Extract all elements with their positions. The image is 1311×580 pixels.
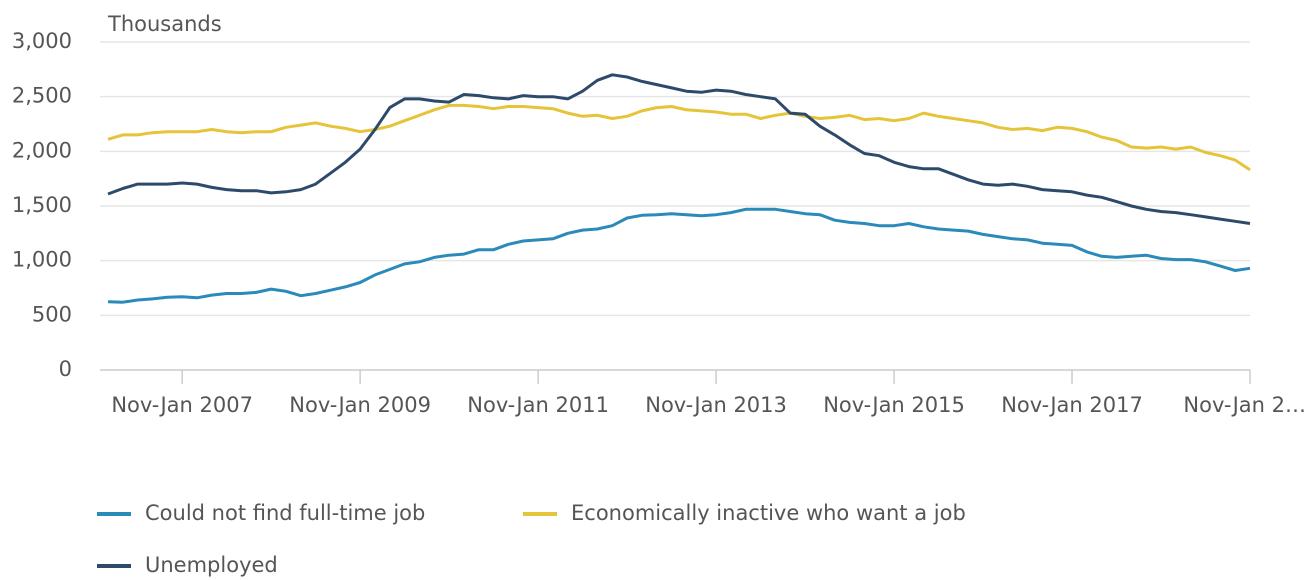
legend-label: Economically inactive who want a job — [571, 501, 966, 525]
legend-label: Could not find full-time job — [145, 501, 425, 525]
x-tick-label: Nov-Jan 2… — [1183, 393, 1306, 417]
series-line — [107, 103, 1251, 172]
y-tick-label: 2,500 — [12, 84, 72, 108]
x-tick-label: Nov-Jan 2009 — [289, 393, 431, 417]
x-tick-label: Nov-Jan 2017 — [1001, 393, 1143, 417]
x-tick-label: Nov-Jan 2015 — [823, 393, 965, 417]
y-tick-label: 3,000 — [12, 29, 72, 53]
y-tick-label: 1,500 — [12, 193, 72, 217]
y-tick-label: 2,000 — [12, 138, 72, 162]
y-tick-label: 500 — [32, 302, 72, 326]
x-tick-label: Nov-Jan 2007 — [111, 393, 253, 417]
series-line — [107, 207, 1251, 304]
y-tick-label: 0 — [59, 357, 72, 381]
y-axis-label: Thousands — [107, 12, 222, 36]
legend-label: Unemployed — [145, 553, 278, 577]
x-tick-label: Nov-Jan 2011 — [467, 393, 609, 417]
y-tick-label: 1,000 — [12, 248, 72, 272]
series-line — [107, 73, 1251, 225]
x-tick-label: Nov-Jan 2013 — [645, 393, 787, 417]
